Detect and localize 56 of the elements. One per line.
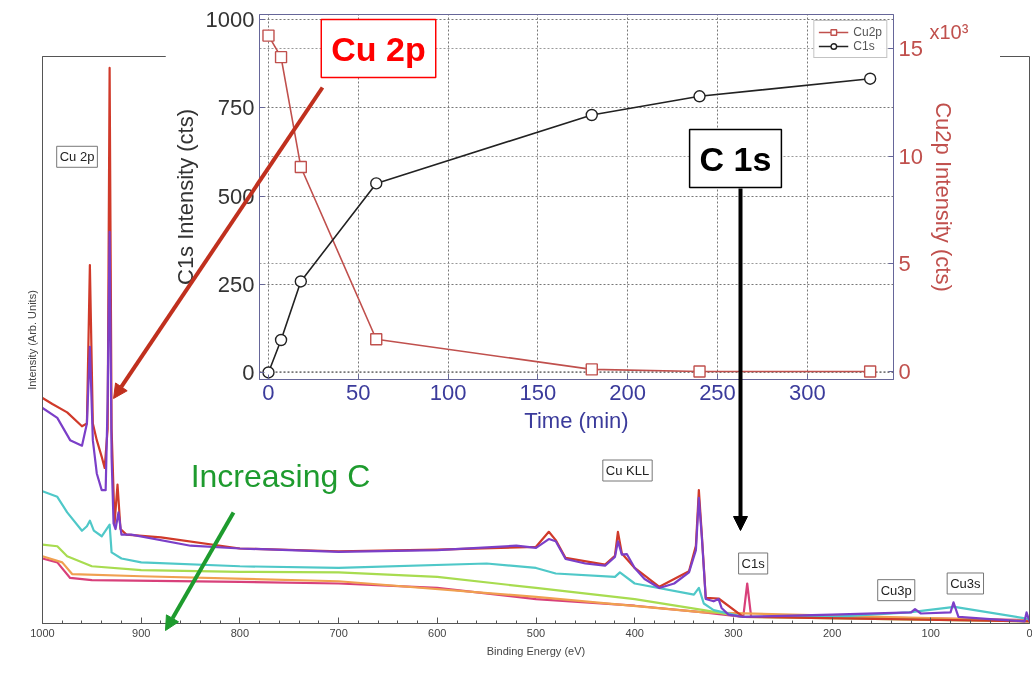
- x-tick-label: 200: [609, 379, 647, 405]
- point: [693, 365, 706, 378]
- x-axis-title: Binding Energy (eV): [486, 644, 586, 657]
- point: [274, 50, 288, 64]
- point: [693, 90, 706, 103]
- y-tick-label: 0: [242, 359, 255, 385]
- x-tick-label: 0: [1026, 626, 1032, 639]
- point: [294, 160, 308, 174]
- x-axis-title: Time (min): [524, 407, 629, 433]
- point: [370, 177, 383, 190]
- legend-label: Cu2p: [853, 25, 882, 39]
- point: [585, 363, 598, 376]
- annotation: C1s: [741, 555, 766, 571]
- x-tick-label: 250: [699, 379, 736, 405]
- y-tick-label: 750: [217, 95, 255, 121]
- annotation: Increasing C: [190, 457, 371, 494]
- x-tick-label: 200: [822, 626, 842, 639]
- x-tick-label: 150: [519, 379, 557, 405]
- x-tick-label: 300: [724, 626, 743, 639]
- point: [274, 333, 288, 347]
- point: [262, 366, 275, 379]
- x-tick-label: 600: [428, 626, 447, 639]
- y2-tick-label: 5: [898, 251, 911, 277]
- y-axis-title: Intensity (Arb. Units): [25, 290, 38, 390]
- annotation: Cu 2p: [331, 29, 426, 68]
- x-tick-label: 0: [262, 379, 275, 405]
- y-tick-label: 250: [217, 271, 255, 297]
- x-tick-label: 100: [429, 379, 467, 405]
- annotation: Cu3s: [950, 576, 982, 591]
- y-tick-label: 1000: [205, 7, 255, 33]
- point: [370, 333, 383, 346]
- annotation: Cu3p: [880, 582, 912, 598]
- point: [863, 72, 877, 85]
- legend-label: C1s: [853, 39, 875, 53]
- x-tick-label: 400: [625, 626, 644, 639]
- annotation: C 1s: [699, 139, 772, 178]
- x-tick-label: 500: [526, 626, 546, 639]
- x-tick-label: 1000: [30, 626, 55, 639]
- x-tick-label: 700: [329, 626, 348, 639]
- point: [294, 275, 308, 288]
- annotation: Cu 2p: [59, 149, 95, 165]
- x-tick-label: 300: [788, 379, 826, 405]
- text: x10³: [929, 20, 969, 43]
- annotation: Cu KLL: [605, 463, 650, 478]
- x-tick-label: 900: [132, 626, 151, 639]
- point: [863, 365, 877, 378]
- x-tick-label: 800: [230, 626, 250, 639]
- point: [262, 29, 275, 42]
- y2-tick-label: 0: [898, 359, 911, 385]
- y-axis-title: C1s Intensity (cts): [172, 108, 198, 286]
- y2-tick-label: 15: [898, 36, 923, 62]
- y2-tick-label: 10: [898, 143, 923, 169]
- x-tick-label: 100: [921, 626, 940, 639]
- point: [585, 108, 598, 122]
- x-tick-label: 50: [346, 379, 371, 405]
- y2-axis-title: Cu2p Intensity (cts): [930, 102, 956, 292]
